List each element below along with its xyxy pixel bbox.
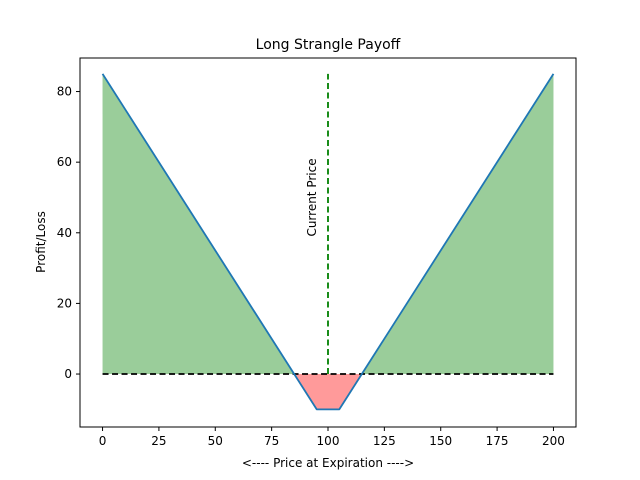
y-tick-label-0: 0 bbox=[64, 367, 72, 381]
x-tick-label-150: 150 bbox=[429, 434, 452, 448]
chart-title: Long Strangle Payoff bbox=[256, 37, 401, 53]
y-tick-label-40: 40 bbox=[57, 226, 72, 240]
x-tick-label-25: 25 bbox=[151, 434, 166, 448]
x-tick-label-125: 125 bbox=[373, 434, 396, 448]
x-tick-label-0: 0 bbox=[99, 434, 107, 448]
x-tick-label-75: 75 bbox=[264, 434, 279, 448]
x-axis-label: <---- Price at Expiration ----> bbox=[242, 456, 414, 470]
y-tick-label-20: 20 bbox=[57, 296, 72, 310]
y-axis-label: Profit/Loss bbox=[34, 211, 48, 273]
x-tick-label-200: 200 bbox=[542, 434, 565, 448]
plot-area: Current Price 0 25 50 75 100 125 150 175 200 0 20 40… bbox=[57, 57, 577, 448]
x-tick-label-50: 50 bbox=[208, 434, 223, 448]
y-tick-label-80: 80 bbox=[57, 85, 72, 99]
x-tick-label-175: 175 bbox=[486, 434, 509, 448]
x-tick-label-100: 100 bbox=[317, 434, 340, 448]
y-tick-label-60: 60 bbox=[57, 155, 72, 169]
payoff-line bbox=[101, 73, 555, 411]
current-price-label: Current Price bbox=[305, 158, 319, 236]
